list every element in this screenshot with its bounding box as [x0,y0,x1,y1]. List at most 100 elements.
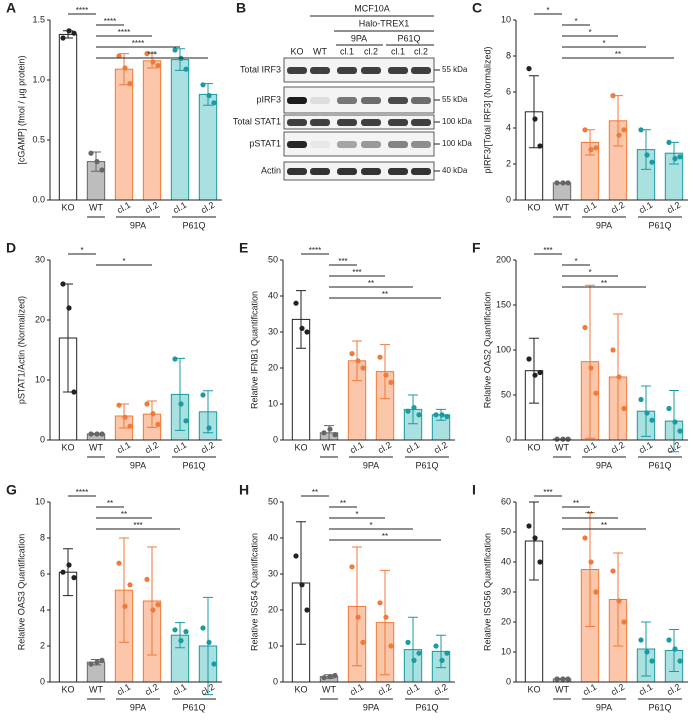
significance-label: *** [133,521,142,530]
y-tick-label: 8 [40,532,45,542]
significance-label: *** [352,268,361,277]
data-point [293,300,299,306]
data-point [666,637,672,643]
significance-label: * [588,28,591,37]
data-point [155,421,161,427]
error-bar [147,546,157,656]
data-point [621,619,627,625]
data-point [60,569,66,575]
blot-group: P61Q [397,33,420,43]
y-axis-label: Relative OAS3 Quantification [16,534,26,651]
data-point [593,589,599,595]
group-label: P61Q [648,220,671,230]
y-tick-label: 1.0 [32,74,45,84]
y-axis-label: [cGAMP] (fmol / µg protein) [16,55,26,164]
data-point [649,658,655,664]
significance-label: ** [615,50,621,59]
data-point [610,568,616,574]
y-tick-label: 10 [501,646,511,656]
error-bar [63,548,73,597]
data-point [532,372,538,378]
y-tick-label: 50 [501,389,511,399]
x-tick-label: cl.2 [143,200,160,216]
y-tick-label: 40 [268,290,278,300]
data-point [526,523,532,529]
blot-size-label: 55 kDa [442,65,468,74]
data-point [71,389,77,395]
data-point [672,156,678,162]
error-bar [380,569,390,676]
blot-band [411,168,431,175]
y-tick-label: 150 [496,299,511,309]
blot-band [411,67,431,74]
data-point [582,535,588,541]
y-tick-label: 4 [40,604,45,614]
data-point [183,418,189,424]
data-point [116,53,122,59]
y-axis-label: Relative ISG56 Quantification [482,533,492,651]
significance-label: **** [76,6,88,15]
data-point [183,629,189,635]
blot-band [310,97,330,104]
data-point [638,637,644,643]
blot-band [287,67,307,74]
data-point [649,417,655,423]
data-point [560,676,566,682]
y-axis-label: Relative OAS2 Quantification [482,292,492,409]
x-tick-label: WT [89,202,103,212]
data-point [388,379,394,385]
data-point [150,59,156,65]
data-point [411,405,417,411]
significance-label: * [574,17,577,26]
data-point [644,410,650,416]
significance-label: * [546,6,549,15]
x-tick-label: WT [322,442,336,452]
y-tick-label: 1.5 [32,14,45,24]
data-point [582,127,588,133]
x-tick-label: cl.1 [581,682,598,698]
blot-frame [283,57,435,83]
data-point [610,347,616,353]
data-point [554,180,560,186]
blot-band [310,141,330,148]
x-tick-label: WT [555,684,569,694]
data-point [321,675,327,681]
blot-lane: KO [290,46,303,56]
blot-band [337,168,357,175]
data-point [526,356,532,362]
data-point [206,93,212,99]
data-point [360,365,366,371]
data-point [321,430,327,436]
error-bar [529,501,539,581]
y-tick-label: 30 [268,326,278,336]
group-label: 9PA [130,220,146,230]
data-point [60,281,66,287]
x-tick-label: cl.1 [581,200,598,216]
data-point [127,81,133,87]
data-point [299,325,305,331]
data-point [304,329,310,335]
significance-label: ** [340,499,346,508]
data-point [616,374,622,380]
data-point [327,674,333,680]
group-label: 9PA [596,460,612,470]
data-point [99,167,105,173]
blot-row-label: Total IRF3 [240,64,281,74]
data-point [211,100,217,106]
group-label: 9PA [363,702,379,712]
data-point [554,676,560,682]
x-tick-label: cl.1 [581,440,598,456]
x-tick-label: KO [527,684,540,694]
y-tick-label: 0 [506,676,511,686]
blot-group: 9PA [351,33,367,43]
x-tick-label: cl.1 [404,440,421,456]
x-tick-label: cl.2 [665,200,682,216]
x-tick-label: cl.1 [348,682,365,698]
data-point [304,607,310,613]
blot-row-label: Total STAT1 [233,116,281,126]
data-point [94,159,100,165]
blot-band [361,97,381,104]
data-point [122,65,128,71]
y-axis-label: pSTAT1/Actin (Normalized) [16,296,26,404]
data-point [439,657,445,664]
